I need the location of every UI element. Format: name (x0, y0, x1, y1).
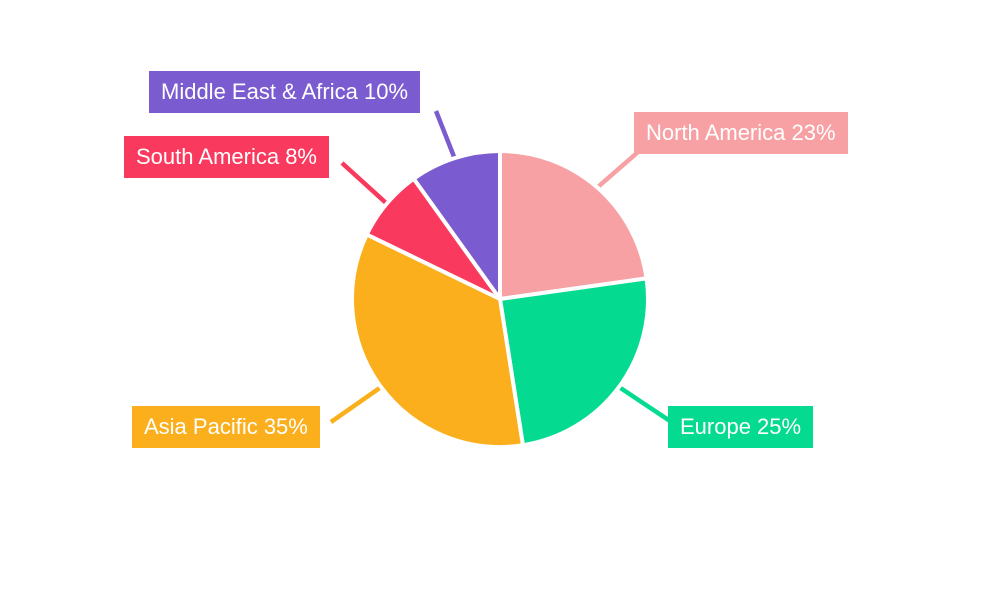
pie-leader-line-north-america (594, 150, 640, 191)
pie-label-asia-pacific: Asia Pacific 35% (132, 406, 320, 448)
pie-label-south-america: South America 8% (124, 136, 329, 178)
pie-leader-line-europe (616, 384, 672, 423)
pie-slice-north-america[interactable] (498, 149, 649, 301)
pie-slice-asia-pacific[interactable] (350, 232, 525, 449)
pie-slice-middle-east-africa[interactable] (411, 149, 502, 301)
pie-label-north-america: North America 23% (634, 112, 848, 154)
pie-label-europe: Europe 25% (668, 406, 814, 448)
pie-leader-line-south-america (340, 161, 390, 207)
pie-leader-line-middle-east-africa (433, 110, 458, 161)
pie-leader-line-asia-pacific (329, 384, 384, 424)
pie-slice-europe[interactable] (498, 276, 650, 448)
pie-label-middle-east-africa: Middle East & Africa 10% (149, 71, 421, 113)
